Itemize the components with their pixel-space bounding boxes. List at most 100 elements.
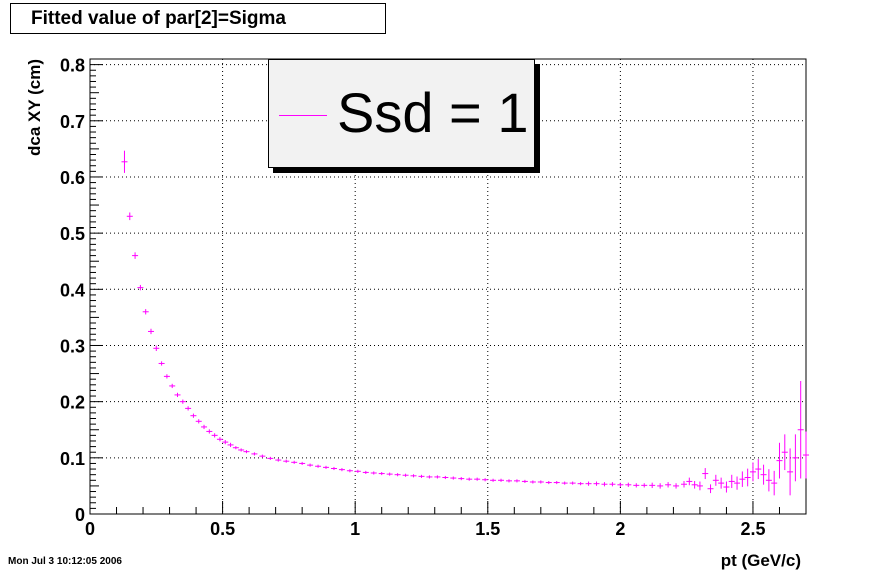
data-point [681,480,688,488]
y-tick-label: 0.3 [60,336,85,356]
data-point [442,475,449,480]
x-tick-label: 2.5 [740,519,765,539]
data-point [195,419,202,424]
data-point [760,464,767,485]
data-point [781,434,788,471]
data-point [691,480,698,489]
data-point [609,482,616,487]
data-point [283,459,290,463]
data-point [402,473,409,477]
data-point [787,448,794,496]
data-point [545,480,552,485]
data-point [450,476,457,480]
y-tick-label: 0.6 [60,168,85,188]
data-point [232,446,239,450]
data-point [723,481,730,493]
data-point [513,479,520,483]
data-point [482,478,489,482]
data-point [755,459,762,480]
data-point [394,473,401,477]
data-point [696,481,703,491]
data-point [185,406,192,411]
data-point [577,482,584,486]
data-point [739,471,746,487]
data-point [561,481,568,485]
data-point [275,458,282,462]
data-point [728,474,735,489]
data-point [222,439,229,445]
data-point [158,361,165,366]
data-point [132,252,139,259]
y-tick-label: 0.8 [60,56,85,76]
data-point [498,478,505,482]
data-points [121,150,809,496]
data-point [147,328,154,335]
data-point [410,474,417,478]
data-point [803,431,809,479]
data-point [529,480,536,484]
data-point [569,481,576,485]
data-point [707,484,714,494]
data-point [712,474,719,486]
data-point [418,474,425,478]
data-point [142,309,149,315]
data-point [434,475,441,479]
x-tick-label: 0 [85,519,95,539]
data-point [206,429,213,434]
data-point [211,433,218,438]
data-point [744,468,751,487]
grid [90,59,806,514]
data-point [474,477,481,481]
data-point [243,450,250,454]
data-point [617,482,624,487]
data-point [466,477,473,481]
data-point [315,464,322,468]
data-point [718,477,725,489]
data-point [649,482,656,489]
data-point [323,465,330,469]
data-point [749,462,756,482]
data-point [765,469,772,492]
x-tick-label: 1 [350,519,360,539]
y-tick-label: 0.2 [60,393,85,413]
data-point [238,448,245,452]
data-point [426,475,433,479]
data-point [251,452,258,456]
legend: Ssd = 1 [268,59,535,168]
data-point [370,471,377,475]
data-point [201,424,208,430]
data-point [625,482,632,487]
data-point [227,442,234,448]
y-axis-title: dca XY (cm) [25,59,44,156]
data-point [137,284,144,291]
data-point [190,413,197,418]
x-axis-title: pt (GeV/c) [721,551,801,570]
data-point [797,380,804,479]
data-point [776,442,783,479]
data-point [657,483,664,489]
data-point [458,477,465,481]
data-point [641,483,648,488]
x-tick-label: 0.5 [210,519,235,539]
data-point [174,392,181,398]
chart-title: Fitted value of par[2]=Sigma [10,3,386,34]
data-point [702,468,709,480]
axes: 0 0.5 1 1.5 2 2.5 0 0.1 0.2 0.3 0.4 0.5 0.6 0.7 0.8 [60,56,780,539]
data-point [121,150,128,173]
y-tick-label: 0.7 [60,112,85,132]
data-point [291,460,298,464]
data-point [665,482,672,488]
data-point [553,480,560,485]
data-point [153,345,160,351]
data-point [633,483,640,488]
data-point [505,479,512,483]
data-point [378,471,385,476]
legend-series-marker [279,115,327,116]
data-point [216,437,223,442]
y-tick-label: 0.1 [60,449,85,469]
data-point [521,479,528,483]
data-point [362,470,369,474]
data-point [299,461,306,466]
data-point [734,476,741,490]
